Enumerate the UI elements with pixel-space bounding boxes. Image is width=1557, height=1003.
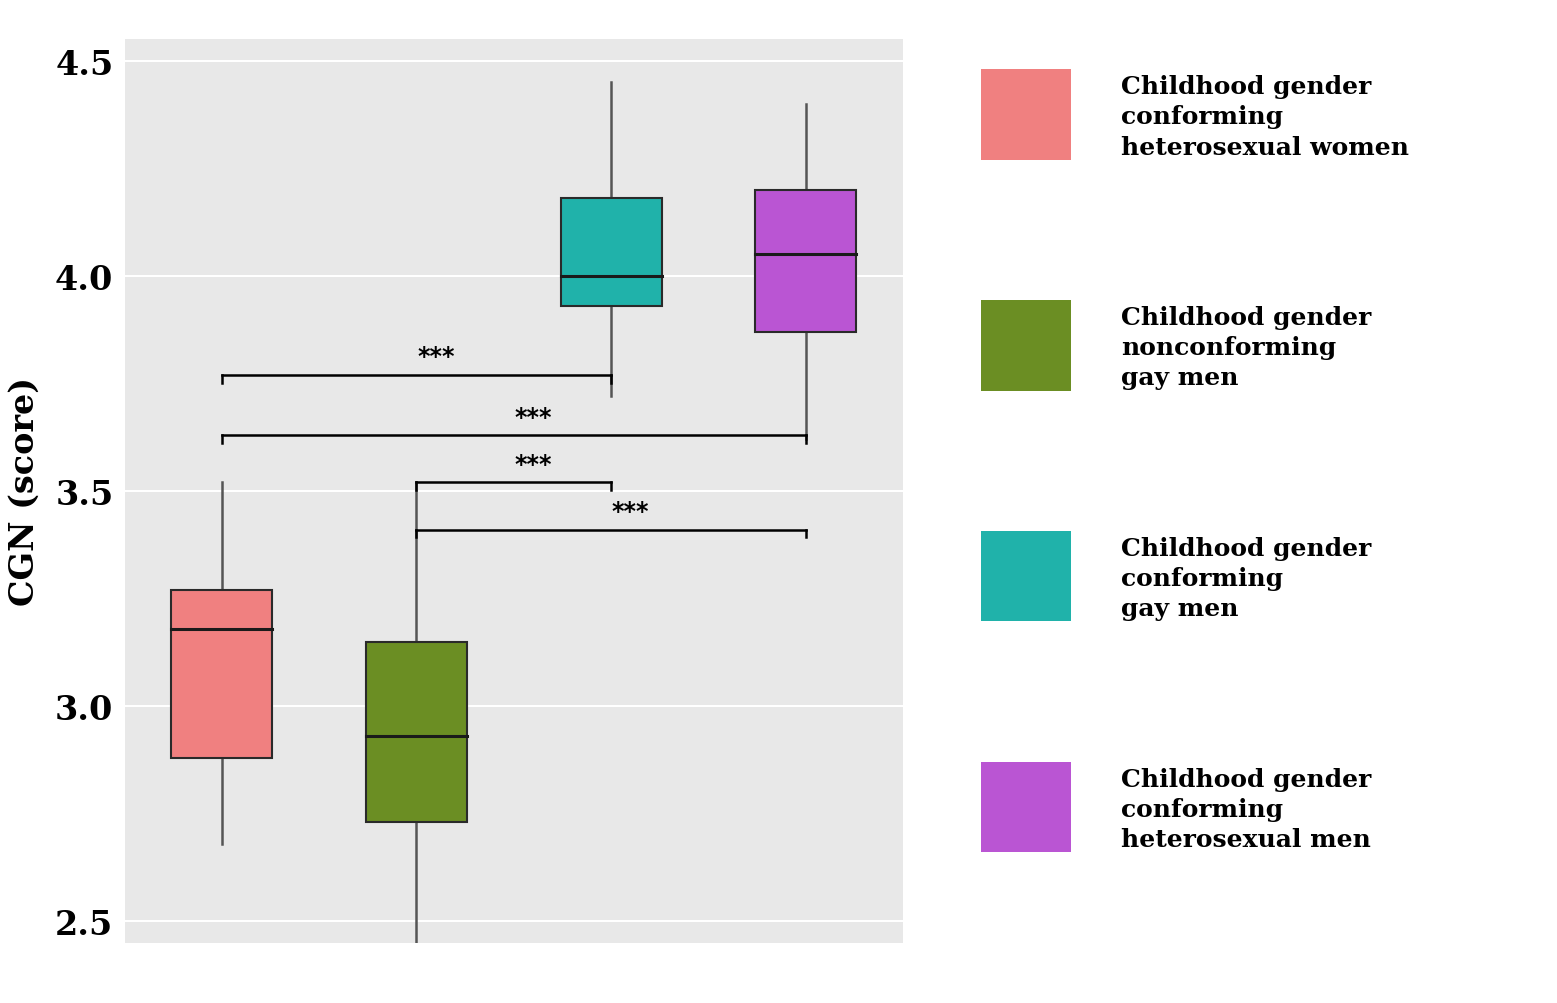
Bar (755, 191, 856, 332)
Text: heterosexual women: heterosexual women (1121, 135, 1409, 159)
Text: ***: *** (417, 345, 455, 369)
Text: gay men: gay men (1121, 366, 1238, 390)
Text: conforming: conforming (1121, 105, 1283, 129)
Text: conforming: conforming (1121, 567, 1283, 591)
Text: Childhood gender: Childhood gender (1121, 75, 1372, 99)
Text: ***: *** (514, 452, 553, 476)
Text: nonconforming: nonconforming (1121, 336, 1336, 360)
Text: conforming: conforming (1121, 797, 1283, 821)
Text: Childhood gender: Childhood gender (1121, 306, 1372, 330)
Text: ***: *** (514, 405, 553, 429)
Text: Childhood gender: Childhood gender (1121, 537, 1372, 561)
Bar (171, 591, 272, 758)
Bar (366, 642, 467, 822)
Text: heterosexual men: heterosexual men (1121, 827, 1370, 852)
Bar (561, 200, 662, 307)
Y-axis label: CGN (score): CGN (score) (8, 377, 40, 606)
Text: ***: *** (612, 499, 649, 524)
Text: gay men: gay men (1121, 597, 1238, 621)
Text: Childhood gender: Childhood gender (1121, 767, 1372, 791)
